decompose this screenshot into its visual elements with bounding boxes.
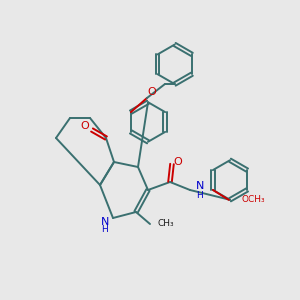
Text: N: N [196, 181, 204, 191]
Text: H: H [102, 226, 108, 235]
Text: N: N [101, 217, 109, 227]
Text: O: O [174, 157, 182, 167]
Text: OCH₃: OCH₃ [242, 195, 266, 204]
Text: O: O [81, 121, 89, 131]
Text: H: H [196, 190, 203, 200]
Text: O: O [148, 87, 156, 97]
Text: CH₃: CH₃ [158, 220, 175, 229]
